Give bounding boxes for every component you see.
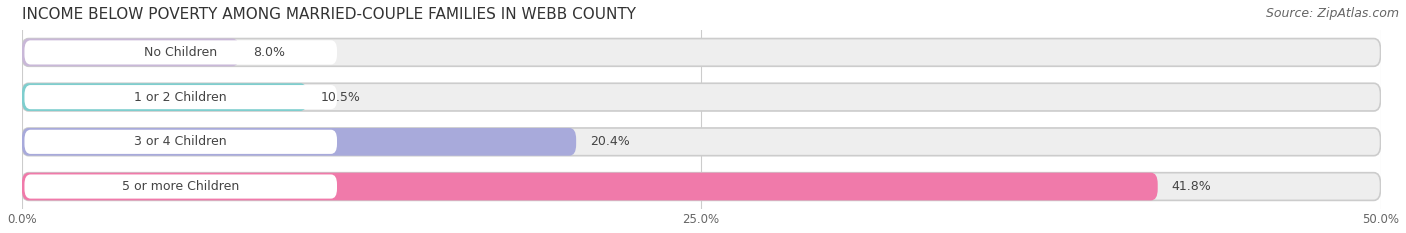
FancyBboxPatch shape [24, 40, 337, 65]
FancyBboxPatch shape [21, 173, 1157, 200]
Text: 41.8%: 41.8% [1171, 180, 1211, 193]
FancyBboxPatch shape [21, 83, 1381, 111]
FancyBboxPatch shape [24, 130, 337, 154]
FancyBboxPatch shape [21, 83, 307, 111]
FancyBboxPatch shape [21, 38, 239, 66]
Text: 5 or more Children: 5 or more Children [122, 180, 239, 193]
Text: INCOME BELOW POVERTY AMONG MARRIED-COUPLE FAMILIES IN WEBB COUNTY: INCOME BELOW POVERTY AMONG MARRIED-COUPL… [21, 7, 636, 22]
Text: 8.0%: 8.0% [253, 46, 285, 59]
Text: 10.5%: 10.5% [321, 91, 360, 104]
FancyBboxPatch shape [21, 128, 576, 156]
Text: 1 or 2 Children: 1 or 2 Children [135, 91, 226, 104]
Text: Source: ZipAtlas.com: Source: ZipAtlas.com [1265, 7, 1399, 20]
Text: 3 or 4 Children: 3 or 4 Children [135, 135, 226, 148]
FancyBboxPatch shape [24, 175, 337, 199]
FancyBboxPatch shape [24, 85, 337, 109]
FancyBboxPatch shape [21, 128, 1381, 156]
Text: 20.4%: 20.4% [589, 135, 630, 148]
FancyBboxPatch shape [21, 173, 1381, 200]
Text: No Children: No Children [145, 46, 218, 59]
FancyBboxPatch shape [21, 38, 1381, 66]
